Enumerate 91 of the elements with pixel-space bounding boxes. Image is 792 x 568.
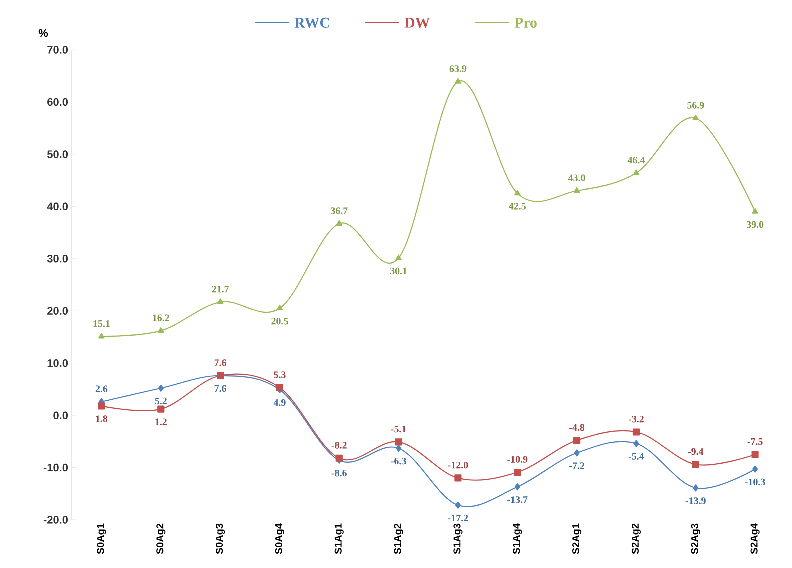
x-tick-label: S0Ag3 bbox=[216, 524, 226, 554]
point bbox=[752, 451, 759, 458]
point bbox=[514, 484, 520, 491]
point bbox=[336, 220, 343, 226]
x-tick-label: S0Ag4 bbox=[275, 524, 284, 554]
data-label: -4.8 bbox=[570, 424, 585, 432]
data-label: 4.9 bbox=[274, 399, 286, 406]
data-label: 56.9 bbox=[688, 102, 704, 109]
y-tick-label: 60.0 bbox=[48, 98, 68, 106]
data-label: 1.2 bbox=[156, 418, 167, 426]
data-label: 30.1 bbox=[390, 268, 407, 275]
y-axis-title: % bbox=[38, 29, 48, 38]
data-label: 20.5 bbox=[272, 318, 288, 325]
point bbox=[574, 187, 580, 194]
point bbox=[396, 444, 402, 452]
point bbox=[574, 437, 581, 444]
data-label: 5.3 bbox=[274, 372, 286, 378]
data-label: -8.2 bbox=[332, 442, 347, 449]
x-tick-label: S1Ag4 bbox=[513, 524, 522, 554]
y-tick-label: 10.0 bbox=[48, 359, 68, 368]
point bbox=[752, 466, 758, 473]
data-label: 16.2 bbox=[153, 314, 170, 322]
data-label: -5.4 bbox=[628, 453, 644, 460]
data-label: 21.7 bbox=[212, 286, 230, 293]
point bbox=[158, 406, 165, 413]
data-label: 15.1 bbox=[94, 320, 110, 328]
point bbox=[217, 298, 224, 304]
y-tick-label: 20.0 bbox=[48, 307, 68, 315]
data-label: -6.3 bbox=[391, 458, 406, 465]
point bbox=[158, 327, 164, 334]
y-tick-label: 50.0 bbox=[47, 150, 68, 158]
y-tick-label: 0.0 bbox=[54, 412, 68, 420]
y-tick-label: 30.0 bbox=[47, 255, 68, 263]
point bbox=[752, 208, 758, 214]
data-label: 43.0 bbox=[568, 174, 586, 182]
data-label: 42.5 bbox=[509, 203, 526, 210]
legend-label: DW bbox=[404, 18, 430, 28]
x-tick-label: S2Ag4 bbox=[750, 524, 760, 554]
data-label: -7.5 bbox=[748, 438, 763, 446]
data-label: -10.3 bbox=[745, 478, 766, 486]
x-tick-label: S0Ag1 bbox=[97, 524, 106, 554]
data-label: -3.2 bbox=[628, 416, 644, 423]
data-label: -12.0 bbox=[448, 462, 468, 469]
data-label: 5.2 bbox=[155, 398, 167, 405]
point bbox=[633, 170, 640, 176]
y-tick-label: 40.0 bbox=[47, 202, 68, 211]
point bbox=[98, 402, 106, 410]
x-tick-label: S2Ag3 bbox=[691, 524, 700, 554]
x-tick-label: S0Ag2 bbox=[156, 524, 166, 554]
legend-label: Pro bbox=[514, 18, 537, 28]
data-label: -13.7 bbox=[508, 496, 528, 504]
point bbox=[158, 384, 164, 392]
point bbox=[396, 254, 402, 260]
point bbox=[693, 484, 699, 492]
data-label: -13.9 bbox=[686, 498, 706, 504]
point bbox=[454, 474, 462, 482]
data-label: 39.0 bbox=[746, 221, 764, 228]
legend-label: RWC bbox=[294, 18, 330, 28]
data-label: 63.9 bbox=[450, 66, 467, 72]
x-tick-label: S1Ag1 bbox=[334, 524, 344, 554]
data-label: 46.4 bbox=[628, 157, 645, 164]
point bbox=[514, 468, 522, 476]
data-label: 7.6 bbox=[214, 360, 226, 366]
data-label: -5.1 bbox=[391, 426, 406, 433]
point bbox=[455, 78, 462, 84]
x-tick-label: S2Ag1 bbox=[572, 524, 582, 554]
data-label: -8.6 bbox=[332, 470, 347, 477]
point bbox=[692, 461, 700, 468]
y-tick-label: 70.0 bbox=[48, 46, 68, 54]
y-tick-label: -10.0 bbox=[44, 464, 68, 472]
x-tick-label: S2Ag2 bbox=[632, 524, 641, 554]
data-label: -7.2 bbox=[570, 462, 585, 470]
data-label: 2.6 bbox=[96, 386, 108, 392]
data-label: 1.8 bbox=[96, 416, 108, 422]
point bbox=[692, 114, 700, 120]
point bbox=[574, 450, 580, 457]
point bbox=[632, 428, 640, 436]
point bbox=[634, 440, 640, 448]
data-label: -9.4 bbox=[688, 448, 704, 456]
x-tick-label: S1Ag2 bbox=[394, 524, 404, 554]
point bbox=[514, 190, 521, 196]
point bbox=[395, 438, 402, 446]
y-tick-label: -20.0 bbox=[44, 516, 68, 524]
point bbox=[98, 333, 105, 339]
data-label: -17.2 bbox=[448, 514, 468, 522]
point bbox=[276, 304, 284, 311]
point bbox=[455, 502, 462, 509]
data-label: 7.6 bbox=[214, 385, 226, 392]
data-label: 36.7 bbox=[331, 208, 348, 214]
x-tick-label: S1Ag3 bbox=[454, 524, 463, 554]
data-label: -10.9 bbox=[508, 456, 528, 463]
